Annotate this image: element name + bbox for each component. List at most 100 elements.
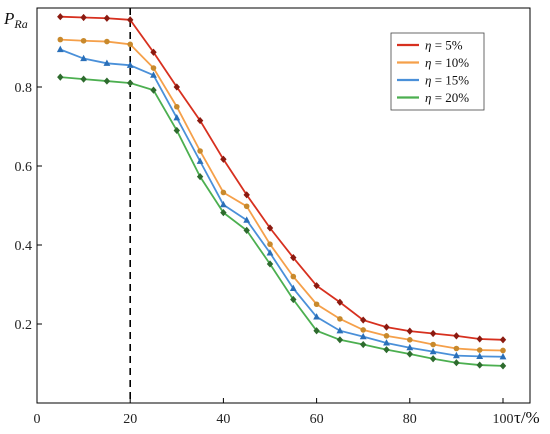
- data-point: [406, 327, 413, 335]
- series-line: [60, 38, 504, 352]
- x-axis-title: τ/%: [514, 408, 540, 427]
- data-point: [359, 332, 367, 340]
- y-tick-label: 0.2: [15, 318, 33, 333]
- data-point: [56, 45, 64, 53]
- data-point: [360, 316, 367, 324]
- data-point: [150, 71, 157, 78]
- legend-value: 15%: [445, 73, 469, 88]
- data-point: [173, 114, 181, 121]
- data-point: [499, 336, 507, 344]
- data-point: [266, 260, 274, 268]
- data-point: [80, 13, 87, 22]
- y-axis-title: PRa: [3, 9, 28, 31]
- data-point: [220, 200, 227, 208]
- plot-frame: [36, 7, 531, 404]
- data-point: [499, 362, 507, 370]
- data-point: [57, 13, 64, 21]
- data-point: [290, 295, 297, 304]
- x-tick-label: 100: [493, 412, 514, 427]
- legend-label: η = 5%: [425, 38, 463, 53]
- data-point: [243, 216, 251, 223]
- data-point: [476, 361, 483, 369]
- data-point: [220, 209, 227, 217]
- x-tick-label: 40: [216, 412, 230, 427]
- series-3: [56, 45, 507, 360]
- data-point: [290, 273, 297, 280]
- data-point: [313, 301, 320, 308]
- data-point: [429, 347, 437, 355]
- data-point: [243, 226, 250, 234]
- x-tick-label: 0: [34, 412, 41, 427]
- x-tick-label: 80: [403, 412, 417, 427]
- data-point: [429, 329, 437, 338]
- series-line: [60, 15, 504, 341]
- data-point: [103, 14, 111, 22]
- data-point: [150, 86, 157, 94]
- data-point: [267, 241, 273, 248]
- data-point: [80, 75, 87, 83]
- y-axis-title-subscript: Ra: [13, 17, 27, 31]
- data-point: [196, 173, 204, 181]
- data-point: [57, 36, 64, 43]
- data-point: [430, 341, 436, 348]
- tick-layer: 0 20 40 60 80 100 0.2 0.4 0.6 0.8: [15, 81, 514, 427]
- data-point: [104, 38, 110, 45]
- data-point: [383, 339, 390, 346]
- series-2: [57, 36, 506, 354]
- data-point: [220, 189, 227, 196]
- data-point: [103, 77, 111, 85]
- data-point: [127, 41, 133, 48]
- legend-label: η = 10%: [425, 55, 469, 70]
- series-line: [59, 48, 504, 358]
- series-line: [60, 76, 504, 367]
- data-point: [476, 335, 483, 343]
- data-point: [197, 148, 203, 154]
- data-point: [453, 345, 460, 352]
- data-point: [476, 347, 483, 353]
- legend-equals: =: [431, 73, 445, 88]
- series-4: [57, 73, 507, 370]
- legend-symbol: η: [425, 55, 431, 70]
- data-point: [336, 336, 344, 344]
- data-point: [337, 316, 343, 322]
- data-point: [453, 359, 460, 367]
- legend-value: 20%: [445, 90, 469, 105]
- y-tick-label: 0.8: [15, 81, 33, 96]
- data-point: [407, 337, 413, 343]
- data-point: [127, 79, 134, 87]
- data-point: [313, 313, 320, 320]
- legend-label: η = 15%: [425, 73, 469, 88]
- data-point: [196, 116, 204, 125]
- series-1: [57, 13, 507, 344]
- legend-symbol: η: [425, 73, 431, 88]
- legend-value: 5%: [445, 38, 463, 53]
- data-point: [150, 65, 157, 71]
- data-point: [499, 352, 507, 360]
- data-point: [336, 326, 344, 334]
- data-point: [406, 350, 413, 358]
- axes: [36, 7, 531, 404]
- x-tick-label: 60: [310, 412, 324, 427]
- data-point: [173, 83, 180, 91]
- legend-symbol: η: [425, 90, 431, 105]
- legend-equals: =: [431, 90, 445, 105]
- data-point: [126, 61, 134, 68]
- data-point: [383, 323, 390, 331]
- y-tick-label: 0.4: [15, 239, 33, 254]
- data-point: [336, 298, 344, 306]
- data-point: [80, 54, 87, 62]
- data-point: [360, 340, 367, 349]
- data-point: [313, 282, 320, 290]
- data-point: [453, 332, 460, 340]
- data-point: [243, 203, 250, 210]
- y-axis-title-main: P: [3, 9, 14, 28]
- data-point: [174, 103, 180, 110]
- legend-label: η = 20%: [425, 90, 469, 105]
- data-point: [289, 284, 297, 292]
- data-point: [360, 327, 367, 333]
- data-point: [383, 346, 390, 354]
- data-point: [196, 157, 204, 164]
- data-point: [57, 73, 64, 81]
- data-point: [406, 343, 414, 351]
- data-point: [150, 48, 157, 56]
